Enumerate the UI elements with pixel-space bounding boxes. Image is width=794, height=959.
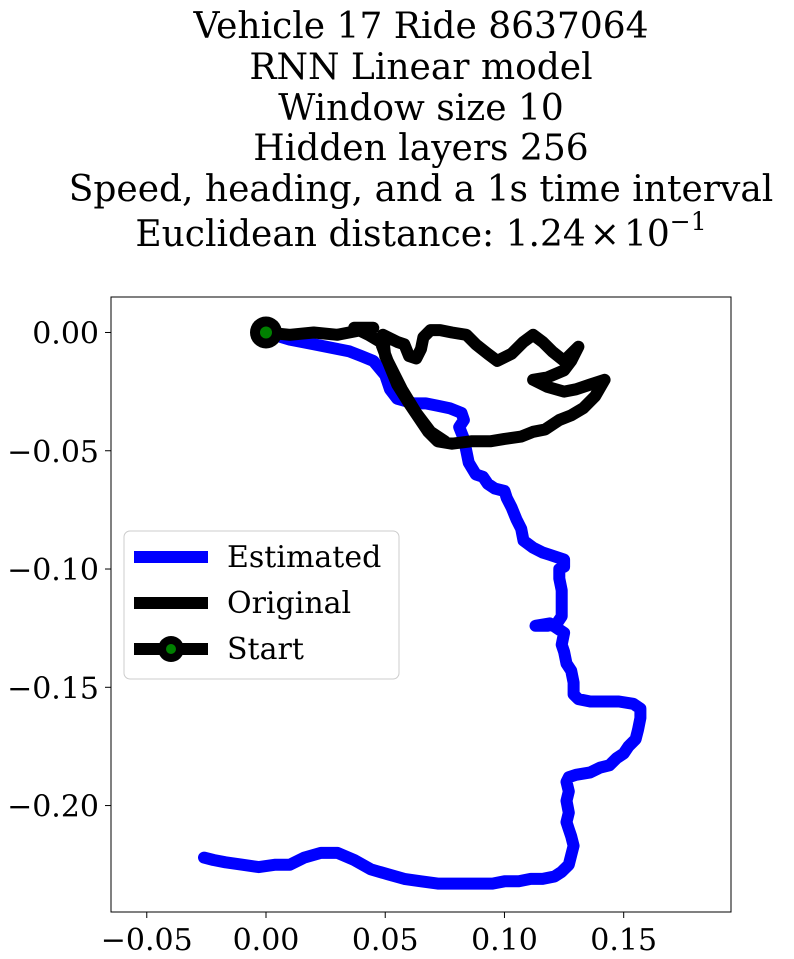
metric-title-line: Euclidean distance: 1.24 × 10−1 xyxy=(135,207,706,255)
metric-mantissa: 1.24 xyxy=(506,214,586,255)
y-axis: 0.00 −0.05 −0.10 −0.15 −0.20 xyxy=(7,316,111,825)
y-tick-label: −0.10 xyxy=(7,553,99,588)
legend: Estimated Original Start xyxy=(123,530,400,680)
x-tick-label: 0.10 xyxy=(471,923,538,958)
start-layer xyxy=(250,316,282,349)
y-tick-label: 0.00 xyxy=(32,316,99,351)
title-line: RNN Linear model xyxy=(249,47,592,88)
series-layer xyxy=(198,321,647,890)
x-tick-label: 0.05 xyxy=(352,923,419,958)
metric-times: × xyxy=(590,214,620,255)
title-line: Window size 10 xyxy=(278,88,564,129)
x-tick-label: 0.15 xyxy=(590,923,657,958)
series-line-original xyxy=(260,321,611,450)
chart-title: Vehicle 17 Ride 8637064 RNN Linear model… xyxy=(69,6,774,255)
legend-box xyxy=(123,530,400,680)
legend-label-original: Original xyxy=(227,586,351,621)
y-tick-label: −0.15 xyxy=(7,671,99,706)
x-tick-label: −0.05 xyxy=(101,923,193,958)
plot-area xyxy=(110,296,732,913)
y-tick-label: −0.05 xyxy=(7,435,99,470)
metric-exponent: −1 xyxy=(670,207,707,236)
start-marker-dot xyxy=(260,326,272,339)
legend-label-start: Start xyxy=(227,632,304,667)
legend-swatch-start-dot xyxy=(166,644,176,654)
title-line: Vehicle 17 Ride 8637064 xyxy=(192,6,648,47)
x-axis: −0.05 0.00 0.05 0.10 0.15 xyxy=(101,912,657,958)
title-line: Speed, heading, and a 1s time interval xyxy=(69,169,774,210)
y-tick-label: −0.20 xyxy=(7,790,99,825)
legend-label-estimated: Estimated xyxy=(227,540,381,575)
plot-frame xyxy=(110,296,732,913)
metric-label: Euclidean distance: xyxy=(135,214,505,255)
title-line: Hidden layers 256 xyxy=(253,128,588,169)
metric-base: 10 xyxy=(624,214,670,255)
x-tick-label: 0.00 xyxy=(233,923,300,958)
